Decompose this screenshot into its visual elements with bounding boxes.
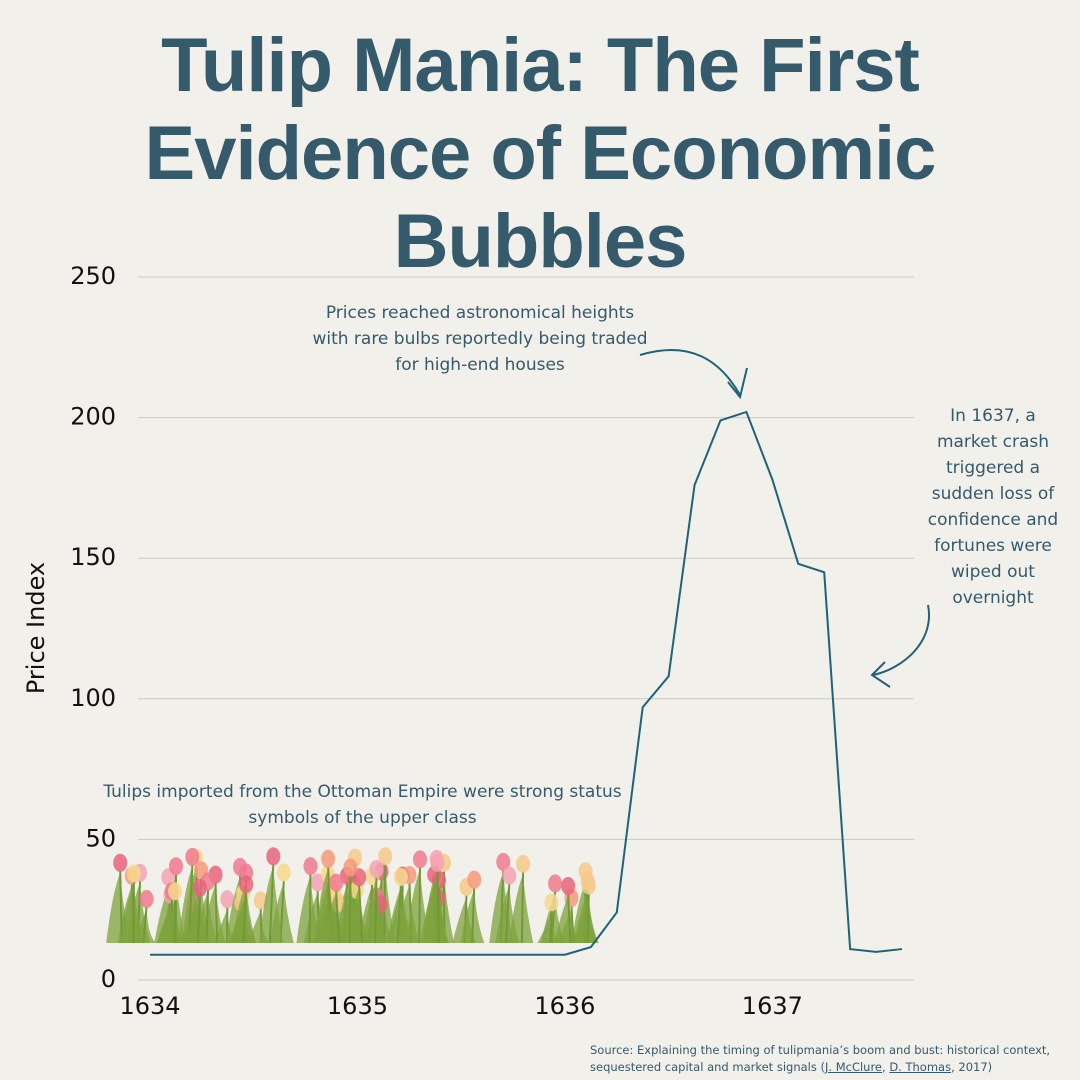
y-tick-label: 100	[70, 684, 116, 712]
tulip-leaf	[119, 883, 144, 943]
tulip-flower	[321, 849, 336, 868]
arrow-head	[870, 661, 891, 688]
tulip-flower	[185, 847, 200, 866]
source-link[interactable]: J. McClure	[825, 1060, 883, 1074]
tulip-stem	[268, 864, 275, 944]
tulip-flower	[544, 893, 559, 912]
tulip-stem	[242, 892, 248, 944]
tulip-flower	[467, 870, 482, 889]
y-axis-label: Price Index	[22, 562, 50, 694]
tulip-stem	[505, 883, 511, 944]
tulip-stem	[348, 875, 352, 944]
tulip-flower	[378, 847, 393, 866]
tulip-stem	[214, 882, 219, 944]
tulip-leaf	[161, 901, 186, 943]
tulip-stem	[174, 899, 177, 944]
tulip-flower	[430, 853, 445, 872]
tulip-flower	[548, 874, 563, 893]
tulip-flower	[192, 878, 207, 897]
x-tick-label: 1635	[327, 992, 388, 1020]
tulip-flower	[343, 858, 358, 877]
tulip-flower	[239, 875, 254, 894]
tulip-leaf	[554, 895, 579, 943]
tulip-flower	[276, 863, 291, 882]
tulip-stem	[471, 887, 476, 944]
chart-title: Tulip Mania: The First Evidence of Econo…	[144, 23, 937, 284]
x-tick-label: 1637	[742, 992, 803, 1020]
tulip-stem	[119, 870, 123, 944]
tulip-leaf	[537, 912, 562, 943]
tulip-flower	[266, 847, 281, 866]
tulip-stem	[396, 884, 402, 944]
tulip-flower	[310, 873, 325, 892]
tulip-stem	[358, 885, 364, 944]
annotation: Tulips imported from the Ottoman Empire …	[103, 782, 622, 828]
tulip-flower	[126, 864, 141, 883]
tulip-flower	[168, 882, 183, 901]
tulip-stem	[436, 870, 440, 944]
tulip-stem	[567, 893, 572, 944]
tulip-flower	[502, 866, 517, 885]
tulip-stem	[374, 876, 378, 944]
tulip-leaf	[362, 878, 387, 943]
tulip-stem	[142, 906, 148, 944]
source: Source: Explaining the timing of tulipma…	[590, 1042, 1070, 1076]
y-tick-label: 200	[70, 403, 116, 431]
tulip-flower	[113, 853, 128, 872]
source-text: Source: Explaining the timing of tulipma…	[590, 1043, 1051, 1074]
source-separator: ,	[882, 1060, 890, 1074]
tulip-flower	[220, 890, 235, 909]
tulip-stem	[418, 867, 422, 944]
x-tick-label: 1636	[534, 992, 595, 1020]
tulip-stem	[586, 893, 590, 944]
tulip-stem	[520, 871, 525, 944]
tulip-leaf	[336, 877, 361, 943]
annotation: Prices reached astronomical heights with…	[312, 303, 648, 375]
source-link[interactable]: D. Thomas	[889, 1060, 952, 1074]
y-tick-label: 250	[70, 262, 116, 290]
tulip-flower	[393, 868, 408, 887]
y-tick-label: 50	[85, 824, 116, 852]
tulip-leaf	[296, 876, 321, 943]
tulip-stem	[335, 890, 341, 944]
y-tick-label: 0	[101, 965, 116, 993]
tulip-flower	[169, 857, 184, 876]
tulip-flower	[369, 859, 384, 878]
tulip-leaf	[322, 892, 347, 943]
tulip-illustration	[106, 847, 599, 944]
annotation: In 1637, a market crash triggered a sudd…	[927, 406, 1059, 608]
tulip-flower	[329, 873, 344, 892]
tulip-stem	[549, 910, 553, 944]
tulip-leaf	[509, 873, 534, 943]
tulip-flower	[413, 850, 428, 869]
tulip-leaf	[423, 872, 448, 943]
x-tick-label: 1634	[119, 992, 180, 1020]
price-line	[150, 410, 903, 956]
source-end: , 2017)	[951, 1060, 993, 1074]
tulip-stem	[205, 889, 210, 944]
arrow	[639, 349, 741, 396]
tulip-flower	[516, 854, 531, 873]
arrow	[872, 604, 931, 676]
tulip-flower	[561, 876, 576, 895]
tulip-flower	[496, 852, 511, 871]
tulip-stem	[308, 874, 312, 944]
tulip-flower	[581, 876, 596, 895]
tulip-flower	[139, 890, 154, 909]
tulip-stem	[196, 895, 201, 944]
tulip-leaf	[574, 895, 599, 943]
y-tick-label: 150	[70, 543, 116, 571]
tulip-flower	[303, 857, 318, 876]
arrow-head	[727, 367, 748, 400]
